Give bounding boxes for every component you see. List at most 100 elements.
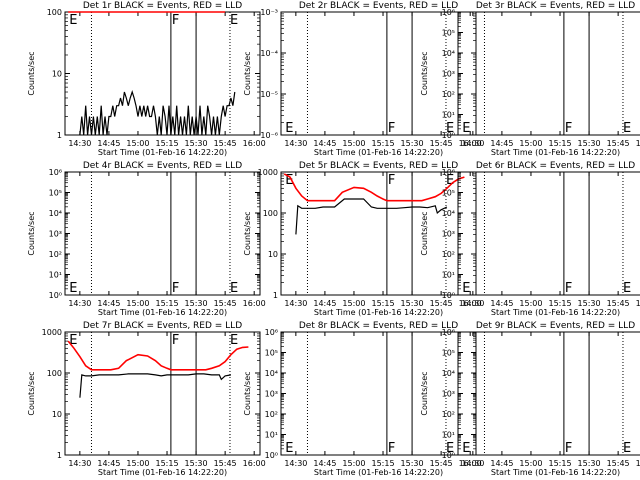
y-tick-label: 10⁰ xyxy=(442,291,455,300)
y-tick-label: 1000 xyxy=(42,328,62,337)
y-tick-label: 10⁻⁵ xyxy=(260,90,278,99)
y-axis-label: Counts/sec xyxy=(243,51,252,95)
y-tick-label: 10¹ xyxy=(442,111,455,120)
segment-marker-label: E xyxy=(230,13,238,28)
x-tick-label: 15:45 xyxy=(214,459,237,468)
x-tick-label: 14:30 xyxy=(461,459,484,468)
x-tick-label: 14:45 xyxy=(97,459,120,468)
plot-frame xyxy=(64,331,261,456)
y-tick-label: 10³ xyxy=(49,230,62,239)
segment-marker-label: E xyxy=(623,281,631,296)
x-tick-label: 16:00 xyxy=(243,299,266,308)
segment-marker-label: E xyxy=(462,441,470,456)
x-axis-label: Start Time (01-Feb-16 14:22:20) xyxy=(314,468,443,477)
x-axis-label: Start Time (01-Feb-16 14:22:20) xyxy=(491,308,620,317)
x-tick-label: 14:45 xyxy=(313,299,336,308)
x-tick-label: 15:45 xyxy=(430,299,453,308)
series-line-events xyxy=(79,90,236,136)
y-tick-label: 10⁰ xyxy=(442,131,455,140)
series-line-lld xyxy=(283,173,465,202)
segment-marker-label: E xyxy=(623,441,631,456)
segment-marker-label: F xyxy=(172,333,179,348)
y-axis-label: Counts/sec xyxy=(243,371,252,415)
x-tick-label: 14:45 xyxy=(313,139,336,148)
y-tick-label: 10⁶ xyxy=(442,8,455,17)
y-tick-label: 10⁶ xyxy=(265,328,278,337)
y-tick-label: 10¹ xyxy=(442,271,455,280)
y-tick-label: 10⁵ xyxy=(442,349,455,358)
y-tick-label: 10³ xyxy=(442,70,455,79)
x-tick-label: 15:45 xyxy=(430,139,453,148)
y-axis-label: Counts/sec xyxy=(27,371,36,415)
x-tick-label: 15:45 xyxy=(430,459,453,468)
y-tick-label: 100 xyxy=(47,369,62,378)
panel-title: Det 9r BLACK = Events, RED = LLD xyxy=(476,321,635,331)
segment-marker-label: E xyxy=(462,121,470,136)
segment-marker-label: E xyxy=(446,441,454,456)
y-tick-label: 100 xyxy=(263,209,278,218)
x-tick-label: 14:30 xyxy=(461,299,484,308)
y-axis-label: Counts/sec xyxy=(243,211,252,255)
segment-marker-label: F xyxy=(388,121,395,136)
y-tick-label: 10⁻⁶ xyxy=(260,131,278,140)
y-axis-label: Counts/sec xyxy=(420,51,429,95)
y-tick-label: 10³ xyxy=(265,390,278,399)
x-axis-label: Start Time (01-Feb-16 14:22:20) xyxy=(491,468,620,477)
x-tick-label: 15:30 xyxy=(578,299,601,308)
y-tick-label: 10¹ xyxy=(442,431,455,440)
y-tick-label: 10² xyxy=(442,90,455,99)
y-tick-label: 10⁴ xyxy=(265,369,278,378)
x-tick-label: 14:30 xyxy=(284,459,307,468)
detector-panel-2: Det 2r BLACK = Events, RED = LLD 14:30 14:… xyxy=(243,1,482,157)
y-tick-label: 1000 xyxy=(258,168,278,177)
detector-panel-7: Det 7r BLACK = Events, RED = LLD 14:30 14:… xyxy=(27,321,266,477)
y-tick-label: 10⁴ xyxy=(442,369,455,378)
y-tick-label: 10⁴ xyxy=(49,209,62,218)
x-tick-label: 15:45 xyxy=(607,299,630,308)
x-tick-label: 14:45 xyxy=(97,299,120,308)
x-tick-label: 16:00 xyxy=(243,139,266,148)
x-tick-label: 15:15 xyxy=(155,299,178,308)
y-tick-label: 10⁻³ xyxy=(260,8,278,17)
y-tick-label: 10⁰ xyxy=(442,451,455,460)
detector-panel-4: Det 4r BLACK = Events, RED = LLD 14:30 14:… xyxy=(27,161,266,317)
x-tick-label: 15:45 xyxy=(607,139,630,148)
x-axis-label: Start Time (01-Feb-16 14:22:20) xyxy=(98,308,227,317)
x-tick-label: 15:00 xyxy=(126,139,149,148)
detector-panel-9: Det 9r BLACK = Events, RED = LLD 14:30 14:… xyxy=(420,321,640,477)
y-tick-label: 10⁵ xyxy=(265,349,278,358)
x-tick-label: 15:30 xyxy=(401,139,424,148)
panel-title: Det 7r BLACK = Events, RED = LLD xyxy=(83,321,242,331)
x-tick-label: 15:00 xyxy=(519,139,542,148)
x-tick-label: 15:45 xyxy=(607,459,630,468)
y-tick-label: 10⁶ xyxy=(49,168,62,177)
x-tick-label: 15:30 xyxy=(578,139,601,148)
plot-frame xyxy=(457,331,640,456)
x-tick-label: 16:00 xyxy=(459,139,482,148)
segment-marker-label: E xyxy=(69,13,77,28)
x-tick-label: 14:45 xyxy=(490,299,513,308)
x-tick-label: 14:30 xyxy=(284,139,307,148)
detector-panel-8: Det 8r BLACK = Events, RED = LLD 14:30 14:… xyxy=(243,321,482,477)
x-tick-label: 16:00 xyxy=(636,459,640,468)
y-tick-label: 10¹ xyxy=(49,271,62,280)
y-tick-label: 10² xyxy=(442,410,455,419)
y-tick-label: 100 xyxy=(47,8,62,17)
x-axis-label: Start Time (01-Feb-16 14:22:20) xyxy=(98,468,227,477)
panel-title: Det 5r BLACK = Events, RED = LLD xyxy=(299,161,458,171)
x-axis-label: Start Time (01-Feb-16 14:22:20) xyxy=(314,148,443,157)
plot-frame xyxy=(457,171,640,296)
x-tick-label: 16:00 xyxy=(459,299,482,308)
x-tick-label: 14:30 xyxy=(68,139,91,148)
segment-marker-label: F xyxy=(565,441,572,456)
y-tick-label: 10² xyxy=(442,250,455,259)
x-tick-label: 14:45 xyxy=(490,459,513,468)
x-tick-label: 15:15 xyxy=(371,139,394,148)
x-tick-label: 15:00 xyxy=(342,459,365,468)
x-tick-label: 15:30 xyxy=(401,459,424,468)
panel-title: Det 4r BLACK = Events, RED = LLD xyxy=(83,161,242,171)
y-tick-label: 10 xyxy=(52,70,62,79)
x-tick-label: 16:00 xyxy=(636,139,640,148)
x-tick-label: 15:15 xyxy=(548,459,571,468)
